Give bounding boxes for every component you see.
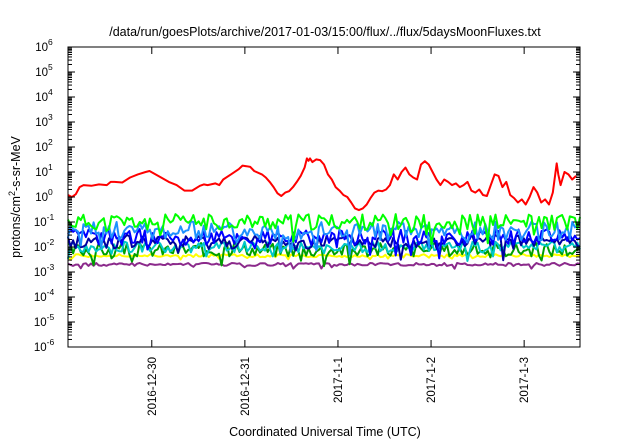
y-axis-label: protons/cm2-s-sr-MeV <box>7 135 23 257</box>
series-layer <box>67 157 581 270</box>
series-line <box>67 240 581 262</box>
y-tick-label: 106 <box>35 37 53 54</box>
y-tick-label: 10-2 <box>34 237 55 254</box>
series-line <box>67 157 577 212</box>
y-label-base: protons/cm <box>9 196 23 258</box>
x-tick-label: 2016-12-30 <box>147 357 159 416</box>
y-label-rest: -s-sr-MeV <box>9 135 23 191</box>
x-tick-label: 2017-1-3 <box>519 357 531 403</box>
y-tick-label: 103 <box>35 112 53 129</box>
y-tick-label: 100 <box>35 187 53 204</box>
plot-frame <box>67 46 581 348</box>
y-axis: 10-6 10-5 10-4 10-3 10-2 10-1 100 101 102 103 104 1… <box>34 37 580 354</box>
y-tick-label: 104 <box>35 87 53 104</box>
y-tick-label: 105 <box>35 62 53 79</box>
chart-title: /data/run/goesPlots/archive/2017-01-03/1… <box>109 25 541 39</box>
y-tick-label: 10-1 <box>34 212 55 229</box>
y-tick-label: 10-6 <box>34 337 55 354</box>
x-axis: 2016-12-30 2016-12-31 2017-1-1 2017-1-2 2017… <box>147 47 531 416</box>
x-tick-label: 2017-1-2 <box>426 357 438 403</box>
y-tick-label: 10-3 <box>34 262 55 279</box>
y-tick-label: 10-5 <box>34 312 55 329</box>
y-tick-label: 10-4 <box>34 287 55 304</box>
y-tick-label: 101 <box>35 162 53 179</box>
y-tick-label: 102 <box>35 137 53 154</box>
series-line <box>67 213 581 246</box>
series-line <box>67 220 581 256</box>
x-axis-label: Coordinated Universal Time (UTC) <box>229 425 421 439</box>
x-tick-label: 2016-12-31 <box>240 357 252 416</box>
y-label-sup: 2 <box>7 191 17 196</box>
x-tick-label: 2017-1-1 <box>333 357 345 403</box>
